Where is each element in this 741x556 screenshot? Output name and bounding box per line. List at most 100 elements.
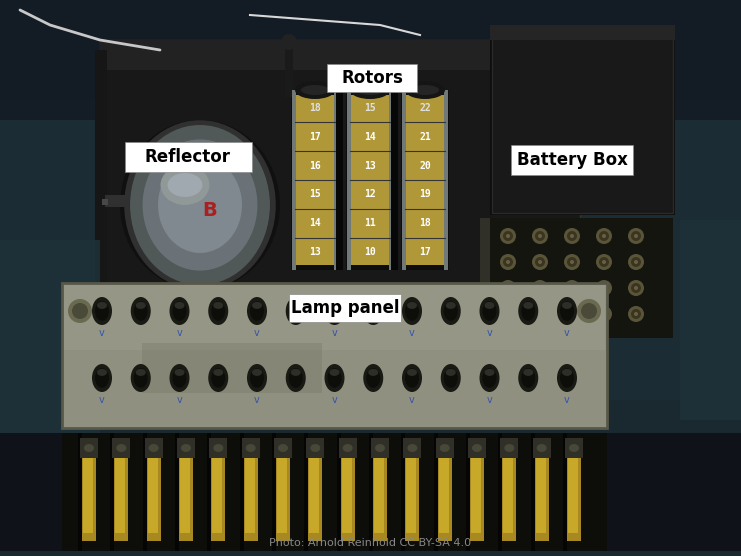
Bar (535, 453, 548, 541)
Bar (567, 453, 581, 541)
Text: 17: 17 (419, 247, 431, 257)
Ellipse shape (356, 85, 384, 95)
Ellipse shape (173, 301, 187, 321)
Ellipse shape (95, 301, 109, 321)
Bar (83, 455, 93, 533)
Ellipse shape (250, 368, 264, 388)
Bar (405, 95, 445, 265)
Circle shape (567, 257, 577, 267)
Ellipse shape (518, 297, 538, 325)
Ellipse shape (536, 444, 547, 452)
Text: 20: 20 (419, 161, 431, 171)
Bar (466, 433, 470, 551)
Ellipse shape (173, 368, 187, 388)
Ellipse shape (479, 364, 499, 392)
Bar (272, 433, 276, 551)
Bar (0, 0, 741, 120)
Bar (305, 433, 308, 551)
Text: 15: 15 (309, 190, 321, 200)
Ellipse shape (149, 444, 159, 452)
Bar (499, 433, 502, 551)
Circle shape (634, 312, 638, 316)
Bar (295, 95, 335, 265)
Ellipse shape (405, 368, 419, 388)
Circle shape (628, 254, 644, 270)
Circle shape (634, 234, 638, 238)
Bar (78, 433, 82, 551)
Circle shape (602, 312, 606, 316)
Text: v: v (99, 329, 105, 339)
Circle shape (532, 306, 548, 322)
Bar (401, 90, 449, 270)
Bar (147, 453, 161, 541)
Circle shape (631, 257, 641, 267)
Ellipse shape (92, 364, 112, 392)
Bar (500, 438, 519, 458)
Ellipse shape (325, 297, 345, 325)
Text: v: v (99, 395, 105, 405)
Text: 15: 15 (364, 103, 376, 113)
Bar (495, 30, 670, 210)
Circle shape (532, 280, 548, 296)
Ellipse shape (84, 444, 94, 452)
Bar (389, 90, 393, 270)
Ellipse shape (485, 369, 494, 376)
Text: v: v (409, 395, 415, 405)
Bar (105, 195, 125, 207)
Bar (336, 433, 341, 551)
Circle shape (599, 257, 609, 267)
Ellipse shape (174, 302, 185, 309)
Circle shape (500, 280, 516, 296)
Bar (0, 240, 100, 490)
Bar (82, 453, 96, 541)
Ellipse shape (485, 302, 494, 309)
Circle shape (570, 286, 574, 290)
Circle shape (72, 303, 88, 319)
Bar (100, 40, 580, 70)
Bar (285, 42, 293, 97)
Bar (213, 455, 222, 533)
Ellipse shape (328, 301, 342, 321)
Circle shape (503, 257, 513, 267)
Ellipse shape (286, 364, 306, 392)
Text: 14: 14 (309, 218, 321, 228)
Text: Reflector: Reflector (145, 148, 231, 166)
Circle shape (538, 312, 542, 316)
Ellipse shape (446, 302, 456, 309)
Bar (607, 433, 741, 551)
FancyBboxPatch shape (289, 294, 401, 322)
Bar (100, 40, 580, 310)
Bar (62, 283, 607, 428)
Ellipse shape (444, 301, 458, 321)
Text: B: B (202, 201, 217, 220)
Bar (533, 438, 551, 458)
Bar (336, 90, 343, 270)
Bar (531, 433, 535, 551)
Text: v: v (176, 395, 182, 405)
Ellipse shape (290, 369, 301, 376)
Ellipse shape (213, 444, 223, 452)
Circle shape (631, 309, 641, 319)
Ellipse shape (441, 364, 461, 392)
Circle shape (500, 254, 516, 270)
Circle shape (535, 283, 545, 293)
Text: Battery Box: Battery Box (516, 151, 628, 169)
Text: v: v (176, 329, 182, 339)
Circle shape (567, 283, 577, 293)
Bar (468, 438, 486, 458)
Ellipse shape (181, 444, 191, 452)
Bar (0, 100, 741, 400)
Text: 11: 11 (364, 218, 376, 228)
Ellipse shape (211, 368, 225, 388)
Text: 22: 22 (419, 103, 431, 113)
Text: 18: 18 (419, 218, 431, 228)
Ellipse shape (482, 368, 496, 388)
Ellipse shape (97, 302, 107, 309)
Bar (444, 90, 448, 270)
Circle shape (570, 312, 574, 316)
Ellipse shape (366, 368, 380, 388)
Ellipse shape (136, 369, 146, 376)
Ellipse shape (289, 368, 303, 388)
Circle shape (631, 283, 641, 293)
Bar (211, 453, 225, 541)
